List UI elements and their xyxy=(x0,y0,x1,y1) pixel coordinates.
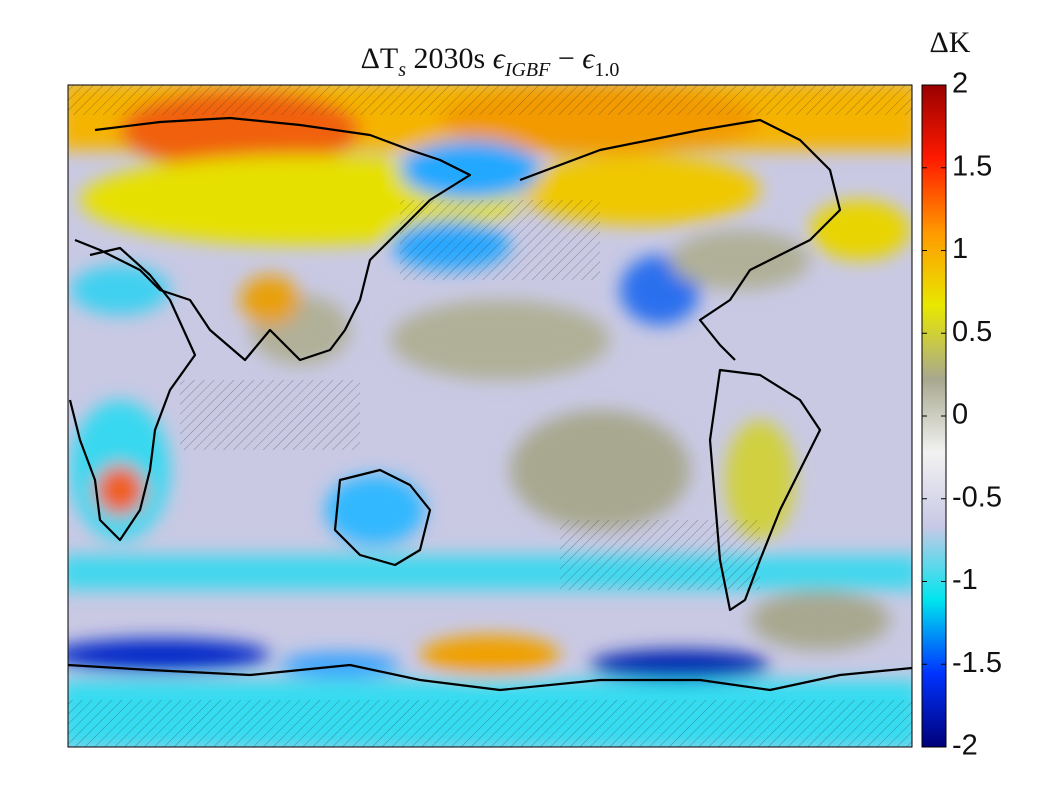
map-field xyxy=(68,85,912,747)
colorbar-tick-label: 1.5 xyxy=(952,150,992,182)
map-frame xyxy=(67,84,913,748)
title-part: IGBF xyxy=(504,59,551,81)
colorbar-tick-label: 2 xyxy=(952,68,968,100)
title-part: ϵ xyxy=(493,42,507,75)
colorbar-tick-label: -1.5 xyxy=(952,647,1002,679)
title-part: 1.0 xyxy=(594,59,619,81)
map-title: ΔTs 2030s ϵIGBF − ϵ1.0 xyxy=(361,42,620,81)
title-part: ΔT xyxy=(361,42,399,75)
colorbar-tick-label: -0.5 xyxy=(952,481,1002,513)
colorbar-tick-label: -2 xyxy=(952,730,978,762)
title-part: − xyxy=(550,42,582,75)
title-part: ϵ xyxy=(582,42,596,75)
colorbar-tick-label: 0.5 xyxy=(952,316,992,348)
title-part: s xyxy=(398,59,406,81)
colorbar-tick-label: -1 xyxy=(952,564,978,596)
colorbar-label: ΔK xyxy=(930,26,971,59)
colorbar-tick-label: 0 xyxy=(952,399,968,431)
colorbar-tick-label: 1 xyxy=(952,233,968,265)
title-part: 2030s xyxy=(406,42,493,75)
